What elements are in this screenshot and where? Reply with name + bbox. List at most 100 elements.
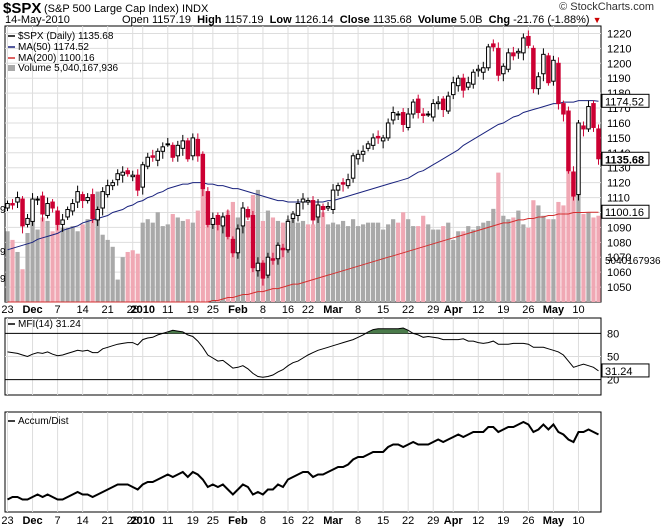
y-tick-label: 1200	[607, 58, 631, 70]
candle-body	[511, 52, 516, 57]
left-cut-label: 9	[0, 205, 6, 216]
volume-bar	[5, 231, 10, 302]
volume-bar	[195, 210, 200, 302]
copyright[interactable]: © StockCharts.com	[559, 1, 654, 13]
x-tick-label: 28	[127, 304, 139, 316]
candle-body	[375, 135, 381, 139]
candle-body	[100, 191, 105, 209]
volume-bar	[381, 229, 386, 302]
volume-bar	[476, 226, 481, 302]
high-value: 1157.19	[224, 14, 264, 26]
volume-bar	[45, 220, 50, 302]
candle-body	[155, 150, 161, 161]
x-tick-label-bottom: 26	[522, 515, 534, 527]
low-value: 1126.14	[294, 14, 334, 26]
volume-bar	[170, 214, 175, 302]
candle-body	[230, 238, 236, 254]
candle-body	[160, 146, 166, 152]
legend-ma200: MA(200) 1100.16	[18, 53, 95, 64]
candle-body	[390, 112, 396, 121]
candle-body	[105, 185, 110, 196]
candle-body	[75, 191, 80, 203]
ma200-line	[7, 211, 599, 303]
volume-bar	[556, 201, 561, 302]
volume-bar	[320, 212, 326, 302]
volume-bar	[35, 229, 40, 302]
x-tick-label-bottom: 29	[427, 515, 439, 527]
x-tick-label-bottom: 19	[497, 515, 509, 527]
legend-ma50: MA(50) 1174.52	[18, 42, 89, 53]
volume-bar	[210, 220, 215, 302]
candle-body	[120, 171, 125, 176]
legend-volume-swatch	[8, 65, 15, 71]
volume-bar	[205, 191, 210, 302]
volume-bar	[185, 219, 190, 302]
volume-bar	[60, 227, 65, 302]
symbol-name: (S&P 500 Large Cap Index)	[44, 3, 179, 15]
candle-body	[215, 214, 221, 225]
candle-body	[245, 209, 251, 218]
candle-body	[410, 101, 416, 115]
volume-bar	[95, 191, 100, 302]
volume-bar	[431, 229, 436, 302]
x-tick-label: 2010	[130, 304, 154, 316]
volume-bar	[190, 222, 195, 302]
y-tick-label: 1110	[607, 193, 630, 205]
candle-body	[400, 112, 406, 125]
volume-bar	[240, 215, 246, 302]
x-tick-label-bottom: 8	[355, 515, 361, 527]
candle-body	[260, 262, 266, 279]
ohlc-summary: Open 1157.19 High 1157.19 Low 1126.14 Cl…	[122, 14, 602, 26]
volume-bar	[526, 227, 531, 302]
volume-bar	[401, 212, 406, 302]
mfi-value-label-box	[601, 363, 650, 378]
volume-bar	[426, 224, 431, 302]
volume-bar	[200, 182, 205, 302]
candle-body	[305, 200, 311, 203]
y-tick-label: 1120	[607, 178, 631, 190]
volume-bar	[10, 239, 15, 302]
x-tick-label: Apr	[444, 304, 464, 316]
x-tick-label: May	[543, 304, 565, 316]
candle-body	[581, 125, 586, 130]
candle-body	[531, 47, 536, 90]
volume-value-label: 5040167936	[605, 256, 661, 267]
candle-body	[380, 137, 386, 142]
chg-value: -21.76 (-1.88%)	[513, 14, 590, 26]
candle-body	[445, 95, 451, 112]
volume-bar	[140, 222, 145, 302]
candle-body	[20, 198, 25, 227]
x-tick-label-bottom: 8	[260, 515, 266, 527]
volume-bar	[325, 224, 331, 302]
candle-body	[30, 198, 35, 222]
volume-bar	[421, 215, 426, 302]
volume-bar	[75, 231, 80, 302]
candle-body	[165, 143, 171, 146]
candle-body	[130, 174, 135, 178]
volume-bar	[456, 231, 461, 302]
candle-body	[355, 153, 361, 160]
candle-body	[591, 103, 596, 128]
candle-body	[420, 113, 426, 117]
volume-bar	[165, 224, 170, 302]
chart-date: 14-May-2010	[5, 14, 70, 26]
x-tick-label: Dec	[22, 304, 42, 316]
volume-bar	[245, 220, 251, 302]
volume-bar	[80, 224, 85, 302]
volume-bar	[486, 220, 491, 302]
volume-bar	[376, 222, 381, 302]
x-tick-label: 25	[207, 304, 219, 316]
x-tick-label-bottom: 22	[302, 515, 314, 527]
candle-body	[415, 98, 421, 114]
y-tick-label: 1150	[607, 133, 631, 145]
x-tick-label: 16	[282, 304, 294, 316]
y-tick-label: 1080	[607, 237, 631, 249]
volume-bar	[406, 219, 411, 302]
volume-bar	[180, 220, 185, 302]
candle-body	[476, 68, 481, 72]
volume-bar	[280, 222, 286, 302]
x-tick-label-bottom: 10	[572, 515, 584, 527]
volume-bar	[295, 222, 301, 302]
volume-bar	[586, 212, 591, 302]
volume-bar	[541, 215, 546, 302]
